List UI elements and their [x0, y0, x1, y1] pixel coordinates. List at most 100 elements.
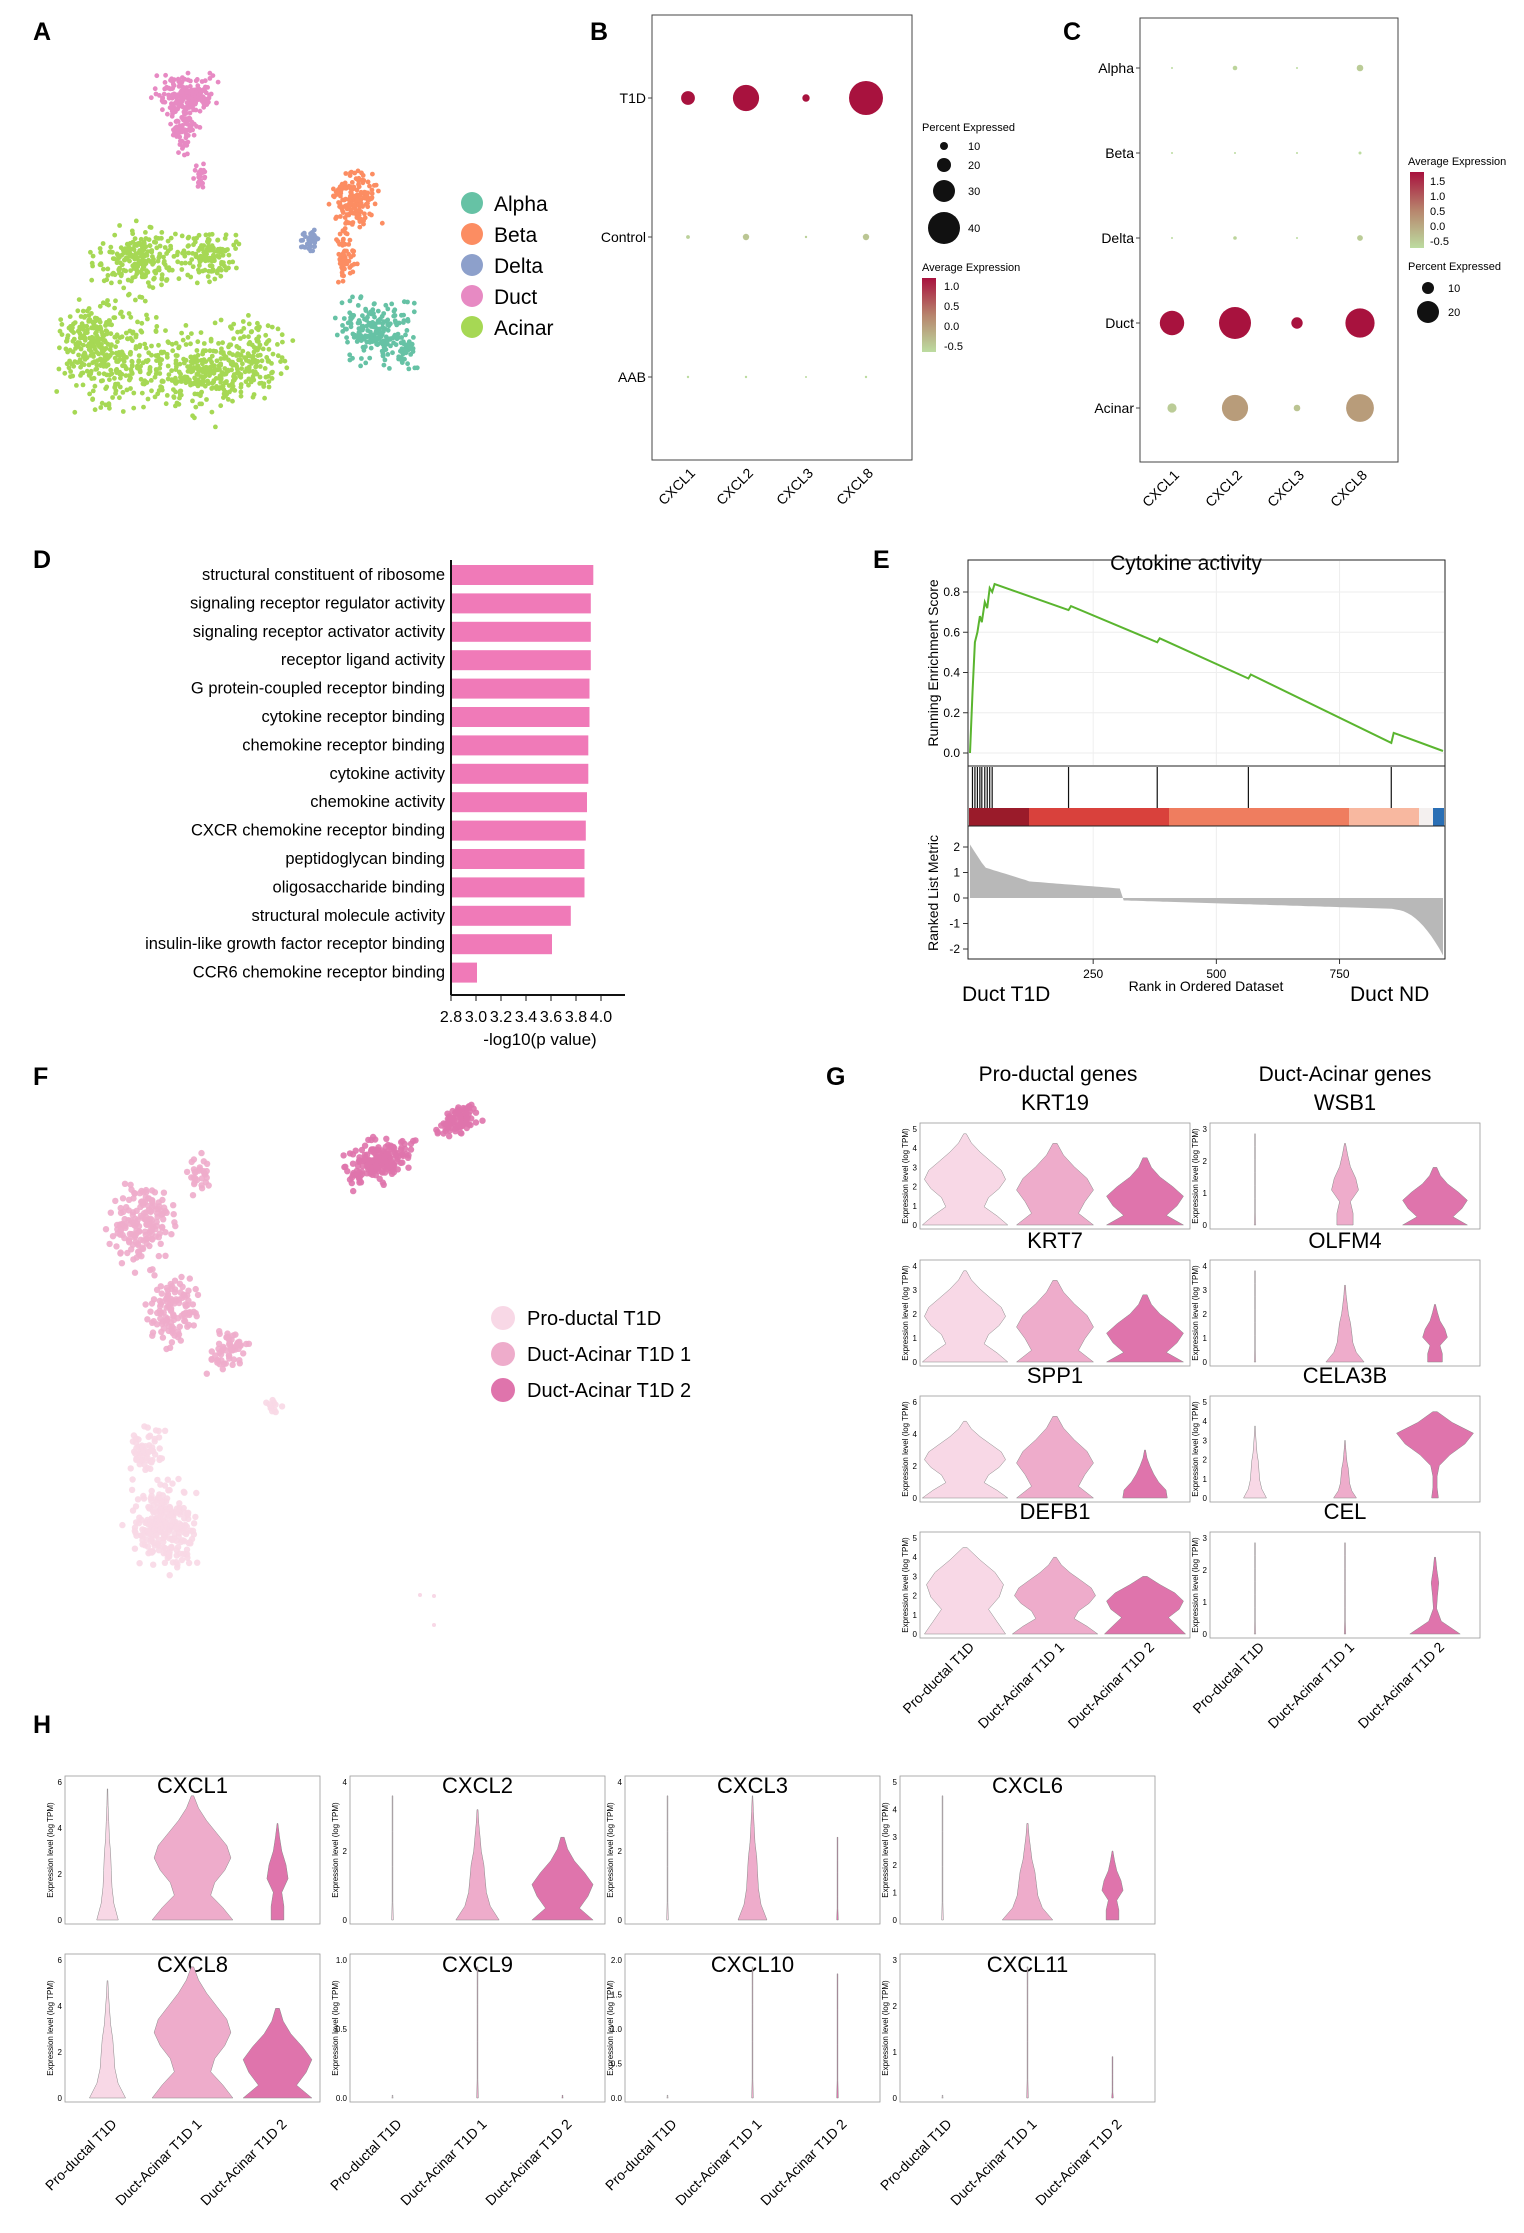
umap-point	[127, 1181, 134, 1189]
umap-point	[235, 366, 240, 372]
umap-point	[446, 1133, 453, 1140]
umap-point	[265, 323, 271, 329]
umap-point	[326, 201, 332, 207]
umap-point	[204, 256, 210, 262]
legend-dot-pro-ductal	[491, 1306, 515, 1330]
umap-point	[128, 375, 133, 381]
umap-point	[192, 415, 197, 421]
umap-point	[209, 263, 215, 269]
umap-point	[376, 1175, 383, 1183]
umap-point	[236, 1357, 243, 1364]
column-label: CXCL3	[773, 465, 816, 508]
umap-point	[143, 230, 148, 235]
umap-point	[223, 232, 229, 238]
umap-point	[127, 258, 132, 264]
umap-point	[169, 1559, 177, 1566]
umap-point	[100, 337, 106, 343]
legend-color-label-5: -0.5	[1430, 236, 1449, 248]
umap-point	[187, 110, 193, 116]
umap-point	[63, 346, 69, 352]
umap-point	[190, 1156, 198, 1163]
umap-point	[211, 245, 216, 251]
umap-point	[183, 1529, 190, 1536]
umap-point	[370, 337, 375, 343]
y-axis-label: Expression level (log TPM)	[1191, 1401, 1200, 1497]
umap-point	[97, 303, 103, 309]
y-tick-label: 0	[893, 2094, 898, 2103]
umap-point	[356, 1154, 363, 1161]
umap-point	[169, 341, 175, 347]
legend-size-dot-30	[933, 180, 955, 202]
umap-point	[236, 241, 242, 247]
y-tick-label: 2	[913, 1183, 918, 1192]
bar-label: receptor ligand activity	[281, 651, 446, 669]
umap-point	[137, 342, 143, 348]
umap-point	[132, 1519, 140, 1526]
umap-point	[140, 1200, 147, 1207]
umap-point	[444, 1110, 451, 1117]
umap-point	[251, 349, 257, 355]
umap-point	[160, 379, 166, 384]
umap-point	[121, 1180, 129, 1188]
gene-title: WSB1	[1314, 1090, 1376, 1115]
panel-c-dotplot: Alpha Beta Delta Duct Acinar CXCL1 CXCL2 CXCL3…	[1094, 17, 1506, 510]
umap-point	[167, 1280, 174, 1288]
umap-point	[356, 175, 362, 181]
umap-point	[458, 1130, 465, 1137]
umap-point	[154, 1309, 161, 1317]
umap-point	[133, 1456, 140, 1464]
umap-point	[382, 1143, 389, 1151]
umap-point	[341, 316, 347, 321]
y-tick-label: 3	[913, 1572, 918, 1581]
y-axis-label: Expression level (log TPM)	[901, 1401, 910, 1497]
umap-point	[207, 348, 213, 354]
umap-point	[76, 352, 81, 358]
umap-point	[178, 374, 183, 380]
y-tick-label: 2	[893, 2002, 898, 2011]
dot	[1171, 237, 1173, 239]
umap-point	[118, 1260, 126, 1267]
panel-f-umap: Pro-ductal T1D Duct-Acinar T1D 1 Duct-Ac…	[102, 1101, 691, 1627]
umap-point	[238, 374, 244, 380]
umap-point	[126, 246, 131, 251]
umap-point	[311, 232, 317, 238]
legend-dot-duct	[461, 285, 483, 307]
bar	[452, 707, 590, 727]
umap-point	[70, 349, 76, 355]
gene-title: CXCL3	[717, 1773, 788, 1798]
y-tick-label: 2	[893, 1861, 898, 1870]
umap-point	[169, 113, 175, 119]
umap-point	[184, 104, 190, 110]
umap-point	[452, 1128, 459, 1135]
umap-point	[198, 330, 204, 335]
umap-point	[148, 95, 154, 101]
umap-point	[241, 334, 247, 340]
row-label: Duct	[1105, 315, 1134, 331]
umap-point	[301, 230, 307, 236]
umap-point	[87, 391, 92, 397]
umap-point	[159, 235, 164, 241]
umap-point	[438, 1122, 445, 1129]
umap-point	[212, 320, 218, 326]
umap-point	[174, 400, 180, 406]
group-label: Duct-Acinar T1D 1	[397, 2116, 490, 2209]
umap-point	[136, 1514, 143, 1521]
legend-color-label-1: 1.5	[1430, 176, 1445, 188]
umap-point	[132, 236, 138, 242]
umap-point	[278, 1403, 286, 1410]
umap-point	[373, 1164, 380, 1171]
y-tick-label: 2	[618, 1847, 623, 1856]
umap-point	[100, 350, 105, 356]
umap-point	[107, 405, 112, 411]
umap-point	[180, 1488, 187, 1496]
bar-label: G protein-coupled receptor binding	[191, 680, 445, 698]
umap-point	[59, 322, 65, 327]
umap-point	[370, 1147, 377, 1154]
umap-point	[199, 243, 204, 248]
violin-frame	[64, 1775, 321, 1925]
umap-point	[440, 1130, 447, 1137]
umap-point	[188, 382, 193, 388]
bar	[452, 763, 589, 784]
umap-point	[143, 1214, 150, 1221]
umap-point	[348, 254, 354, 260]
